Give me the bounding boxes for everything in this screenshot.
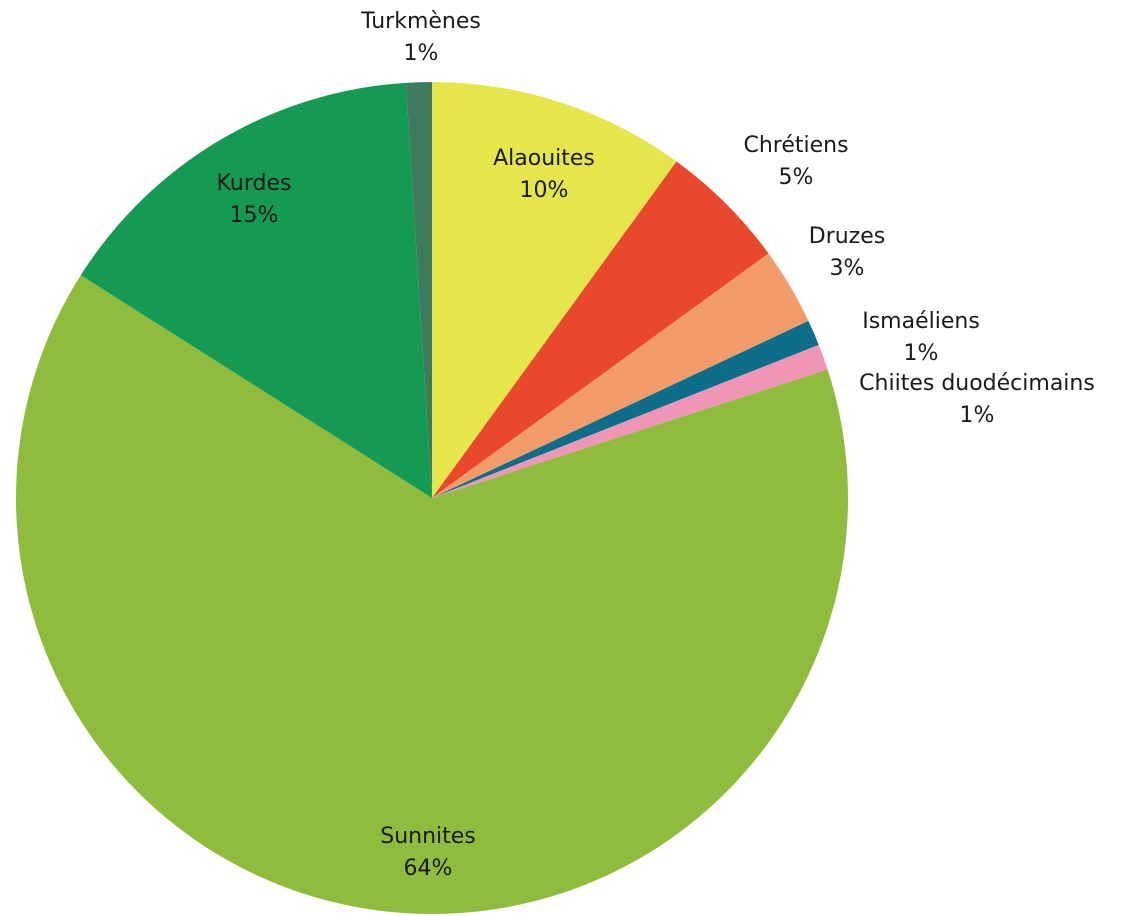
pie-slice-chretiens xyxy=(432,161,769,498)
slice-label-alaouites: Alaouites xyxy=(493,146,595,171)
slice-value-label-ismaeliens: 1% xyxy=(904,341,939,366)
pie-slice-ismaeliens xyxy=(432,320,819,498)
slice-label-chiites-duodecimains: Chiites duodécimains xyxy=(859,371,1095,396)
slice-label-ismaeliens: Ismaéliens xyxy=(862,309,980,334)
pie-slice-turkmenes xyxy=(405,82,432,498)
slice-value-label-chretiens: 5% xyxy=(779,165,814,190)
pie-slices xyxy=(16,82,849,915)
slice-value-label-druzes: 3% xyxy=(830,256,865,281)
pie-slice-alaouites xyxy=(432,82,677,498)
slice-value-label-chiites-duodecimains: 1% xyxy=(960,403,995,428)
slice-label-druzes: Druzes xyxy=(809,224,885,249)
slice-value-label-turkmenes: 1% xyxy=(404,41,439,66)
slice-value-label-sunnites: 64% xyxy=(404,856,453,881)
slice-label-sunnites: Sunnites xyxy=(380,824,476,849)
slice-value-label-kurdes: 15% xyxy=(230,203,279,228)
pie-slice-kurdes xyxy=(80,82,432,498)
pie-labels: Alaouites 10% Chrétiens 5% Druzes 3% Ismaélien… xyxy=(217,9,1095,881)
pie-slice-chiites-duodecimains xyxy=(432,344,828,498)
slice-label-chretiens: Chrétiens xyxy=(743,133,848,158)
pie-slice-sunnites xyxy=(16,275,849,915)
slice-label-turkmenes: Turkmènes xyxy=(360,9,481,34)
slice-label-kurdes: Kurdes xyxy=(217,171,292,196)
slice-value-label-alaouites: 10% xyxy=(520,178,569,203)
pie-slice-druzes xyxy=(432,253,809,498)
